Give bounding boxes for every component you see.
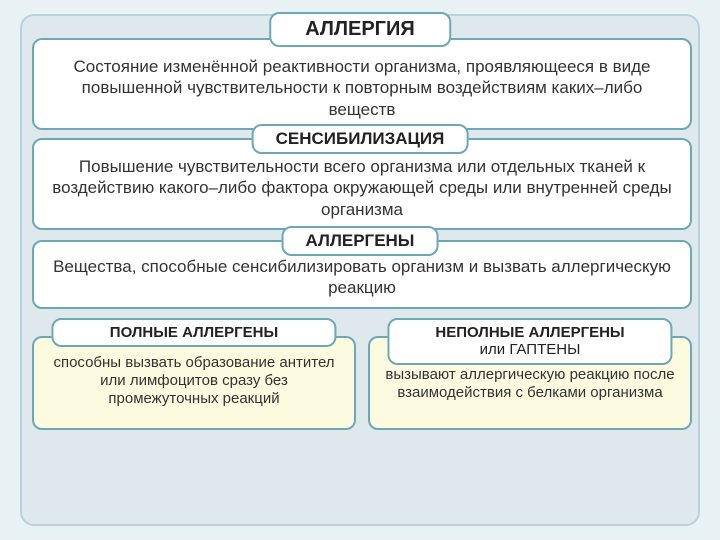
allergen-columns: ПОЛНЫЕ АЛЛЕРГЕНЫ способны вызвать образо…	[32, 336, 692, 430]
column-header-main: ПОЛНЫЕ АЛЛЕРГЕНЫ	[110, 324, 278, 341]
column-header: НЕПОЛНЫЕ АЛЛЕРГЕНЫ или ГАПТЕНЫ	[387, 318, 672, 365]
section-text: Вещества, способные сенсибилизировать ор…	[53, 257, 671, 297]
main-title: АЛЛЕРГИЯ	[269, 12, 451, 47]
column-partial-allergens: НЕПОЛНЫЕ АЛЛЕРГЕНЫ или ГАПТЕНЫ вызывают …	[368, 336, 692, 430]
section-text: Состояние изменённой реактивности органи…	[73, 57, 650, 119]
section-text: Повышение чувствительности всего организ…	[52, 157, 672, 219]
section-heading-allergens: АЛЛЕРГЕНЫ	[282, 226, 439, 256]
column-header-sub: или ГАПТЕНЫ	[480, 341, 581, 358]
section-heading-sensibilization: СЕНСИБИЛИЗАЦИЯ	[252, 124, 469, 154]
column-header-main: НЕПОЛНЫЕ АЛЛЕРГЕНЫ	[435, 324, 624, 341]
column-header: ПОЛНЫЕ АЛЛЕРГЕНЫ	[51, 318, 336, 347]
column-full-allergens: ПОЛНЫЕ АЛЛЕРГЕНЫ способны вызвать образо…	[32, 336, 356, 430]
outer-panel: АЛЛЕРГИЯ Состояние изменённой реактивнос…	[20, 14, 700, 526]
section-allergy-def: Состояние изменённой реактивности органи…	[32, 38, 692, 130]
column-body: способны вызвать образование антител или…	[32, 336, 356, 430]
